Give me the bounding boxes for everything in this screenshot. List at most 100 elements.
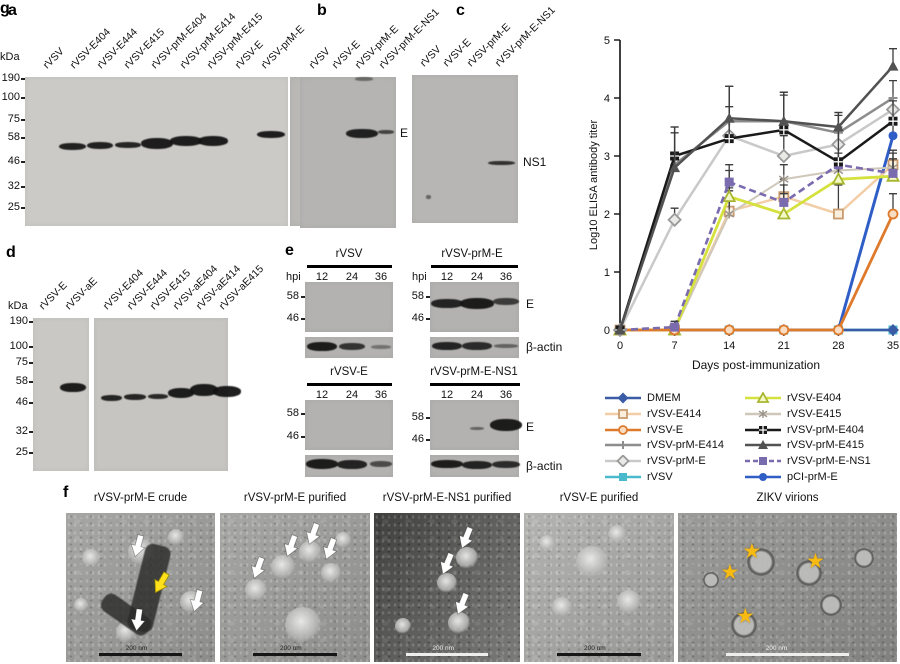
x-tick-label: 7 — [672, 340, 678, 352]
blot-membrane — [305, 400, 393, 450]
legend-sample — [605, 408, 641, 419]
molecular-weight-tick — [21, 207, 25, 209]
scale-bar-label: 200 nm — [280, 645, 302, 652]
protein-band — [378, 130, 394, 134]
y-axis-title: Log10 ELISA antibody titer — [588, 120, 600, 251]
virus-particle — [335, 531, 351, 548]
series-rVSV-prM-E415 — [614, 48, 899, 335]
marker-triangle-open — [756, 392, 770, 403]
star-marker-icon: ★ — [742, 539, 762, 563]
molecular-weight-label: 58 — [411, 411, 424, 423]
em-image-title: rVSV-prM-E purified — [243, 492, 347, 504]
white-arrow-icon — [454, 592, 470, 615]
blot-membrane — [33, 318, 89, 471]
y-tick-label: 5 — [604, 35, 610, 47]
molecular-weight-label: 58 — [411, 290, 424, 302]
blot-group-title: rVSV — [335, 248, 363, 260]
legend-sample — [605, 473, 641, 481]
em-image-title: rVSV-prM-E-NS1 purified — [382, 492, 512, 504]
x-tick-label: 14 — [723, 340, 735, 352]
molecular-weight-label: 58 — [286, 290, 299, 302]
timepoint-label: 12 — [315, 389, 329, 401]
blot-group-title: rVSV-prM-E — [441, 248, 503, 260]
protein-band — [124, 394, 146, 400]
legend-item: rVSV-prM-E404 — [744, 423, 864, 437]
em-image: 200 nm — [66, 513, 215, 662]
y-tick-label: 4 — [604, 93, 610, 105]
virus-particle — [168, 528, 185, 545]
virus-particle — [617, 590, 641, 615]
molecular-weight-tick — [426, 318, 430, 320]
marker-square — [619, 473, 627, 481]
legend-sample — [605, 424, 641, 435]
legend-item: rVSV-prM-E-NS1 — [744, 454, 871, 468]
white-arrow-icon — [189, 589, 205, 613]
protein-band — [257, 130, 285, 138]
hpi-label: hpi — [412, 271, 427, 283]
marker-circle-open — [887, 208, 899, 220]
marker-triangle — [614, 324, 626, 335]
em-image: 200 nm — [374, 513, 520, 662]
arrowhead — [189, 589, 205, 613]
y-tick-label: 0 — [604, 325, 610, 337]
arrowhead — [322, 536, 337, 560]
beta-actin-label: β-actin — [526, 340, 563, 354]
marker-circle — [759, 473, 767, 481]
virus-particle — [820, 594, 843, 617]
legend-sample — [745, 425, 781, 434]
protein-band — [60, 382, 86, 392]
legend-sample — [605, 455, 641, 468]
timepoint-label: 24 — [345, 389, 359, 401]
marker-diamond — [617, 392, 629, 404]
panel-e-letter: e — [285, 242, 294, 259]
protein-band — [148, 393, 168, 399]
panel-d-letter: d — [6, 244, 16, 261]
marker-square-cross — [888, 116, 898, 126]
legend-sample — [605, 441, 641, 450]
arrowhead — [283, 533, 298, 557]
blot-group-title: rVSV-prM-E-NS1 — [430, 366, 518, 378]
hpi-label: hpi — [286, 271, 301, 283]
molecular-weight-label: 25 — [15, 446, 28, 458]
marker-diamond — [887, 324, 899, 336]
timepoint-label: 24 — [345, 271, 359, 283]
molecular-weight-label: 32 — [7, 180, 20, 192]
protein-band — [100, 395, 122, 401]
series-line — [618, 65, 894, 331]
molecular-weight-tick — [29, 381, 33, 383]
marker-circle — [888, 131, 898, 141]
series-line — [620, 213, 895, 332]
elisa-titer-chart: 0 1 2 3 4 5 0 7 14 21 28 35 Log10 ELISA antibody tit… — [588, 35, 900, 372]
legend-item: pCI-prM-E — [744, 470, 838, 484]
protein-band — [355, 77, 373, 81]
timepoint-label: 36 — [499, 389, 513, 401]
marker-triangle-open — [722, 189, 737, 202]
timepoint-label: 12 — [440, 271, 454, 283]
x-tick-label: 35 — [887, 340, 899, 352]
marker-triangle — [832, 121, 844, 132]
marker-square-cross — [779, 125, 789, 135]
beta-actin-label: β-actin — [526, 459, 563, 473]
marker-square-cross — [833, 157, 843, 167]
blot-group-rule — [431, 265, 518, 268]
virus-particle — [538, 534, 555, 551]
protein-band — [213, 385, 241, 397]
molecular-weight-label: 58 — [15, 375, 28, 387]
series-rVSV-E415 — [615, 152, 898, 335]
panel-g-letter: g — [0, 0, 10, 17]
scale-bar-label: 200 nm — [125, 645, 148, 652]
y-tick-label: 3 — [604, 151, 610, 163]
em-image: ★ ★ ★ ★ 200 nm — [678, 513, 897, 662]
error-bar — [670, 126, 679, 168]
molecular-weight-tick — [21, 137, 25, 139]
virus-particle — [702, 572, 719, 589]
molecular-weight-tick — [29, 402, 33, 404]
protein-band — [493, 297, 519, 305]
protein-band — [339, 342, 365, 350]
white-arrow-icon — [458, 526, 474, 550]
legend-sample — [745, 473, 781, 481]
